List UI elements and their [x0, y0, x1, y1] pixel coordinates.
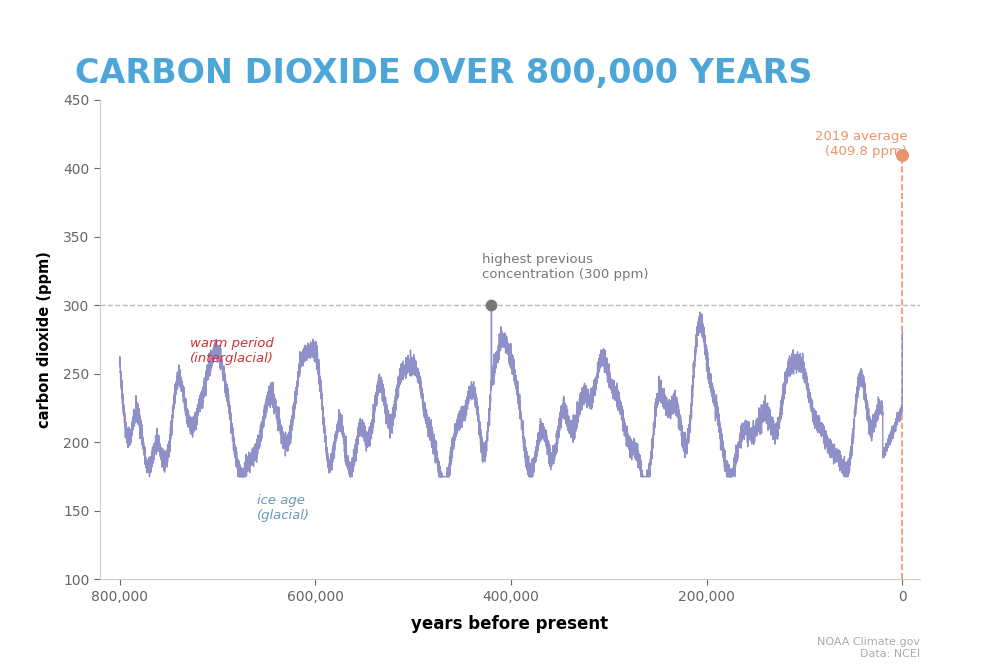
Text: NOAA Climate.gov
Data: NCEI: NOAA Climate.gov Data: NCEI [817, 637, 920, 659]
Text: warm period
(interglacial): warm period (interglacial) [190, 336, 274, 364]
Text: CARBON DIOXIDE OVER 800,000 YEARS: CARBON DIOXIDE OVER 800,000 YEARS [75, 57, 813, 90]
Point [894, 150, 910, 161]
X-axis label: years before present: years before present [411, 615, 609, 633]
Text: ice age
(glacial): ice age (glacial) [257, 494, 310, 522]
Point [483, 300, 499, 311]
Y-axis label: carbon dioxide (ppm): carbon dioxide (ppm) [37, 251, 52, 428]
Text: highest previous
concentration (300 ppm): highest previous concentration (300 ppm) [482, 253, 648, 281]
Text: 2019 average
(409.8 ppm): 2019 average (409.8 ppm) [815, 130, 907, 158]
